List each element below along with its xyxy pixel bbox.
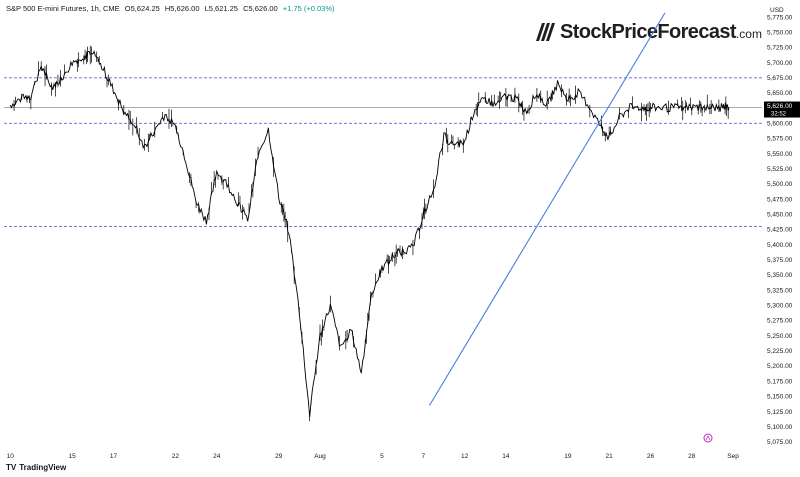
y-tick-label: 5,575.00 (767, 136, 793, 143)
y-axis-unit-label: USD (770, 7, 784, 14)
y-tick-label: 5,275.00 (767, 318, 793, 325)
x-tick-label: 22 (172, 453, 180, 460)
price-tag: 5,626.00 32:52 (764, 101, 800, 118)
y-tick-label: 5,650.00 (767, 90, 793, 97)
x-tick-label: 12 (461, 453, 469, 460)
y-tick-label: 5,175.00 (767, 378, 793, 385)
x-tick-label: 14 (502, 453, 510, 460)
x-tick-label: 19 (564, 453, 572, 460)
brand-name: StockPriceForecast (560, 21, 737, 43)
x-tick-label: 5 (380, 453, 384, 460)
low-value: L5,621.25 (204, 4, 238, 13)
y-tick-label: 5,225.00 (767, 348, 793, 355)
trendline (428, 12, 666, 406)
y-tick-label: 5,375.00 (767, 257, 793, 264)
price-tag-box (764, 101, 800, 118)
x-tick-label: 21 (606, 453, 614, 460)
x-tick-label: Aug (314, 453, 326, 460)
y-tick-label: 5,200.00 (767, 363, 793, 370)
y-tick-label: 5,250.00 (767, 333, 793, 340)
y-tick-label: 5,325.00 (767, 287, 793, 294)
open-value: O5,624.25 (124, 4, 160, 13)
change-value: +1.75 (+0.03%) (282, 4, 335, 13)
price-tag-value: 5,626.00 (767, 103, 793, 110)
x-axis: 10 15 17 22 24 29 Aug 5 7 12 14 19 21 26 28 Sep (7, 453, 740, 460)
y-tick-label: 5,350.00 (767, 272, 793, 279)
support-trendline (428, 12, 666, 406)
close-value: C5,626.00 (243, 4, 278, 13)
symbol-label: S&P 500 E-mini Futures, 1h, CME (6, 4, 120, 13)
y-tick-label: 5,600.00 (767, 121, 793, 128)
high-value: H5,626.00 (164, 4, 200, 13)
y-tick-label: 5,150.00 (767, 394, 793, 401)
x-tick-label: 24 (213, 453, 221, 460)
tv-logo-text: TradingView (19, 463, 67, 472)
price-tag-countdown: 32:52 (771, 112, 787, 118)
y-tick-label: 5,475.00 (767, 196, 793, 203)
brand-watermark: StockPriceForecast.com (536, 21, 762, 44)
x-tick-label: 26 (647, 453, 655, 460)
y-tick-label: 5,525.00 (767, 166, 793, 173)
y-tick-label: 5,425.00 (767, 227, 793, 234)
y-tick-label: 5,450.00 (767, 212, 793, 219)
y-tick-label: 5,075.00 (767, 439, 793, 446)
y-tick-label: 5,550.00 (767, 151, 793, 158)
x-tick-label: Sep (727, 453, 739, 460)
x-tick-label: 28 (688, 453, 696, 460)
tv-logo-icon: TV (6, 463, 17, 472)
brand-suffix: .com (735, 27, 762, 41)
y-axis: 5,075.00 5,100.00 5,125.00 5,150.00 5,175.00… (767, 14, 793, 446)
x-tick-label: 15 (69, 453, 77, 460)
y-tick-label: 5,300.00 (767, 303, 793, 310)
tradingview-logo[interactable]: TV TradingView (6, 463, 66, 472)
x-tick-label: 7 (421, 453, 425, 460)
y-tick-label: 5,700.00 (767, 60, 793, 67)
y-tick-label: 5,500.00 (767, 181, 793, 188)
marker-icon (703, 433, 713, 443)
chart-header: S&P 500 E-mini Futures, 1h, CME O5,624.2… (6, 4, 338, 13)
y-tick-label: 5,100.00 (767, 424, 793, 431)
price-series (9, 45, 730, 422)
x-tick-label: 10 (7, 453, 15, 460)
brand-logo-icon (536, 23, 555, 41)
x-tick-label: 17 (110, 453, 118, 460)
y-tick-label: 5,675.00 (767, 75, 793, 82)
y-tick-label: 5,750.00 (767, 29, 793, 36)
y-tick-label: 5,725.00 (767, 45, 793, 52)
y-tick-label: 5,125.00 (767, 409, 793, 416)
price-line (9, 50, 730, 417)
y-tick-label: 5,775.00 (767, 14, 793, 21)
y-tick-label: 5,400.00 (767, 242, 793, 249)
x-tick-label: 29 (275, 453, 283, 460)
